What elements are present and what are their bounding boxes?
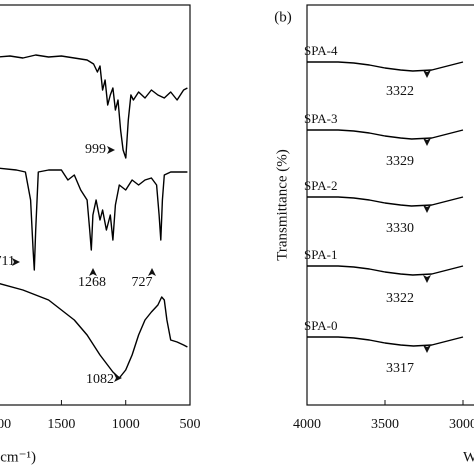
spectrum-line — [307, 265, 464, 276]
series-label: SPA-1 — [304, 247, 337, 262]
peak-annotation: 3317 — [386, 361, 414, 376]
x-tick-label: 1500 — [47, 417, 75, 432]
spectrum-line — [0, 54, 188, 159]
spectrum-line — [307, 196, 464, 207]
peak-arrow — [423, 205, 431, 213]
series-label: SPA-4 — [304, 43, 338, 58]
peak-annotation: 3330 — [386, 221, 414, 236]
series-label: SPA-3 — [304, 111, 337, 126]
spectrum-line — [307, 129, 464, 140]
peak-annotation: 3322 — [386, 291, 414, 306]
peak-arrow — [148, 268, 156, 276]
x-tick-label: 500 — [180, 417, 201, 432]
x-tick-label: 3500 — [371, 417, 399, 432]
peak-arrow — [423, 345, 431, 353]
spectrum-line — [307, 61, 464, 72]
plot-frame — [0, 4, 191, 406]
series-label: SPA-0 — [304, 318, 337, 333]
x-axis-label: Wavenumber (cm⁻¹) — [463, 449, 474, 465]
x-tick-label: 3000 — [449, 417, 474, 432]
x-tick-label: 2000 — [0, 417, 11, 432]
peak-arrow — [107, 146, 115, 154]
peak-annotation: 1082 — [86, 372, 114, 387]
peak-arrow — [423, 275, 431, 283]
peak-arrow — [89, 268, 97, 276]
spectrum-line — [0, 283, 188, 379]
peak-annotation: 999 — [85, 142, 106, 157]
peak-annotation: 3329 — [386, 154, 414, 169]
x-tick-label: 1000 — [112, 417, 140, 432]
series-label: SPA-2 — [304, 178, 337, 193]
peak-arrow — [423, 138, 431, 146]
plot-frame — [306, 4, 474, 406]
spectrum-line — [307, 336, 464, 347]
peak-annotation: 3322 — [386, 84, 414, 99]
spectrum-line — [0, 167, 188, 271]
panel-label: (b) — [274, 9, 292, 25]
peak-arrow — [114, 374, 122, 382]
peak-annotation: 727 — [132, 275, 153, 290]
y-axis-label: Transmittance (%) — [274, 149, 290, 261]
x-tick-label: 4000 — [293, 417, 321, 432]
peak-arrow — [423, 70, 431, 78]
peak-annotation: 1711 — [0, 254, 15, 269]
peak-arrow — [12, 258, 20, 266]
x-axis-label: Wavenumber (cm⁻¹) — [0, 449, 36, 465]
peak-annotation: 1268 — [78, 275, 106, 290]
